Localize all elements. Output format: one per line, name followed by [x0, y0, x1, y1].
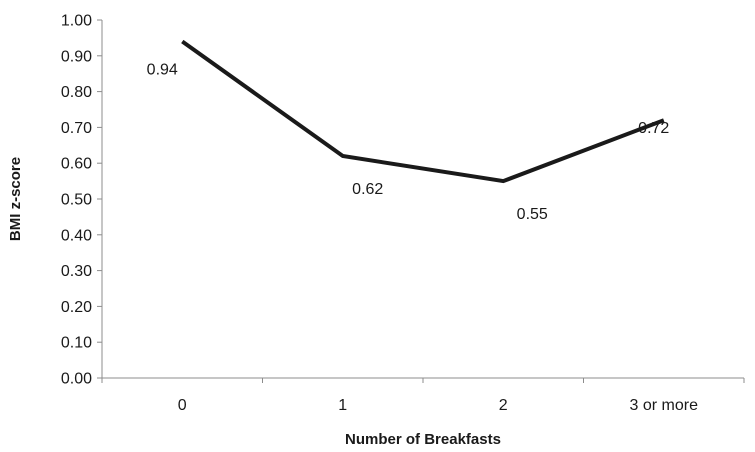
- data-label: 0.62: [352, 181, 383, 198]
- y-tick-label: 0.10: [61, 335, 92, 352]
- x-axis-title: Number of Breakfasts: [345, 431, 501, 448]
- y-tick-label: 0.30: [61, 263, 92, 280]
- y-tick-label: 0.80: [61, 84, 92, 101]
- y-tick-label: 0.20: [61, 299, 92, 316]
- y-axis-ticks: 0.00 0.10 0.20 0.30 0.40 0.50 0.60 0.70 0.80 0.90…: [61, 13, 102, 388]
- y-tick-label: 1.00: [61, 13, 92, 30]
- y-tick-label: 0.40: [61, 227, 92, 244]
- data-label: 0.55: [517, 206, 548, 223]
- x-axis-ticks: 0 1 2 3 or more: [101, 378, 745, 414]
- bmi-series-line: [181, 39, 665, 184]
- y-tick-label: 0.70: [61, 120, 92, 137]
- x-tick-label: 2: [499, 397, 508, 414]
- y-tick-label: 0.00: [61, 371, 92, 388]
- data-label: 0.72: [638, 120, 669, 137]
- y-tick-label: 0.50: [61, 192, 92, 209]
- data-label: 0.94: [147, 61, 178, 78]
- x-tick-label: 1: [338, 397, 347, 414]
- y-tick-label: 0.90: [61, 48, 92, 65]
- data-labels: 0.94 0.62 0.55 0.72: [147, 61, 670, 223]
- x-tick-label: 3 or more: [630, 397, 699, 414]
- y-axis-title: BMI z-score: [7, 157, 24, 241]
- y-tick-label: 0.60: [61, 156, 92, 173]
- x-tick-label: 0: [178, 397, 187, 414]
